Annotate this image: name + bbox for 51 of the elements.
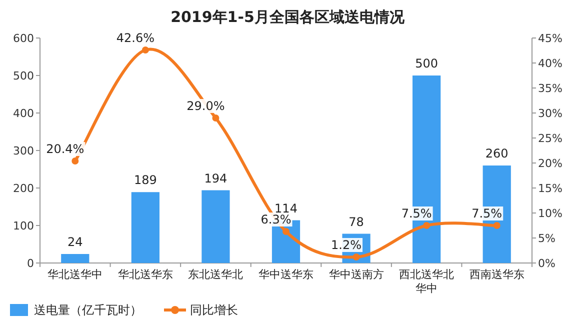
y2-tick-label: 45% [538, 32, 562, 45]
y2-tick-label: 10% [538, 207, 562, 220]
y-tick-label: 600 [13, 32, 34, 45]
data-label: 6.3% [260, 212, 292, 226]
y-tick-label: 100 [13, 220, 34, 232]
data-label: 114 [274, 201, 298, 216]
y-tick-label: 200 [13, 182, 34, 195]
x-tick-label: 华中送华东 [258, 268, 314, 281]
chart-title: 2019年1-5月全国各区域送电情况 [170, 8, 406, 26]
point [142, 46, 149, 54]
data-label: 7.5% [472, 206, 502, 220]
data-label: 7.5% [401, 206, 432, 220]
x-tick-label: 西北送华北华中 [399, 268, 454, 295]
data-label: 500 [415, 56, 438, 70]
data-label: 78 [348, 214, 364, 229]
y-tick-label: 400 [13, 107, 34, 120]
data-label: 42.6% [116, 31, 154, 45]
bar [61, 254, 90, 263]
data-label: 1.2% [331, 238, 362, 252]
x-tick-label: 华中送南方 [328, 268, 384, 281]
point [352, 254, 360, 260]
point [212, 114, 220, 122]
y2-tick-label: 5% [538, 232, 556, 245]
y2-tick-label: 35% [538, 82, 562, 95]
y2-tick-label: 15% [538, 182, 562, 195]
y-tick-label: 0 [27, 257, 34, 270]
x-tick-label: 华北送华中 [48, 268, 103, 281]
point [72, 158, 79, 164]
y2-tick-label: 40% [538, 57, 562, 70]
y2-tick-label: 0% [538, 257, 556, 270]
y-tick-label: 500 [13, 70, 34, 82]
y2-tick-label: 20% [538, 157, 562, 170]
data-label: 29.0% [186, 99, 225, 113]
point [493, 222, 500, 229]
y-tick-label: 300 [13, 144, 34, 158]
data-label: 260 [485, 146, 508, 160]
y2-tick-label: 25% [538, 132, 562, 145]
x-tick-label: 东北送华北 [188, 268, 244, 281]
data-label: 189 [134, 173, 157, 188]
data-label: 20.4% [46, 142, 84, 156]
data-label: 24 [68, 235, 83, 249]
x-tick-label: 西南送华东 [469, 268, 524, 281]
legend-label: 送电量（亿千瓦时） [34, 303, 142, 317]
bar [202, 190, 230, 263]
y2-tick-label: 30% [538, 107, 562, 120]
point [282, 228, 290, 235]
data-label: 194 [204, 171, 228, 186]
point [423, 222, 430, 229]
bar [131, 192, 160, 263]
x-tick-label: 华北送华东 [118, 268, 173, 281]
legend-label: 同比增长 [190, 303, 238, 317]
